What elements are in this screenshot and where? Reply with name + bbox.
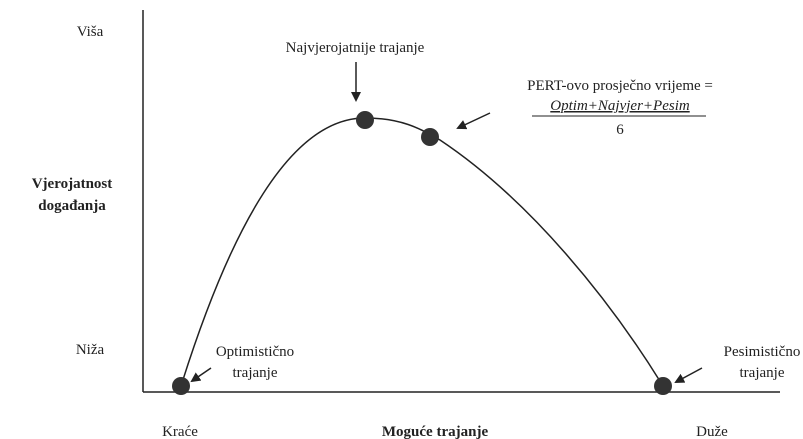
optimistic-label: trajanje (233, 365, 278, 381)
pert-label: PERT-ovo prosječno vrijeme = (527, 78, 713, 94)
arrow (456, 112, 491, 130)
pert-numerator: Optim+Najvjer+Pesim (550, 98, 690, 114)
y-low: Niža (76, 342, 105, 358)
most-likely-label: Najvjerojatnije trajanje (286, 40, 425, 56)
optimistic-point (172, 377, 190, 395)
y-high: Viša (77, 24, 104, 40)
arrow (190, 367, 212, 383)
pessimistic-point (654, 377, 672, 395)
arrow (674, 367, 703, 383)
pert-denominator: 6 (616, 122, 624, 138)
y-label: događanja (38, 198, 106, 214)
optimistic-label: Optimistično (216, 344, 294, 360)
pert-point (421, 128, 439, 146)
pessimistic-label: trajanje (740, 365, 785, 381)
x-low: Kraće (162, 424, 198, 439)
distribution-curve (180, 117, 664, 387)
most-likely-point (356, 111, 374, 129)
pessimistic-label: Pesimistično (724, 344, 801, 360)
x-label: Moguće trajanje (382, 424, 489, 439)
y-label: Vjerojatnost (32, 176, 113, 192)
x-high: Duže (696, 424, 728, 439)
